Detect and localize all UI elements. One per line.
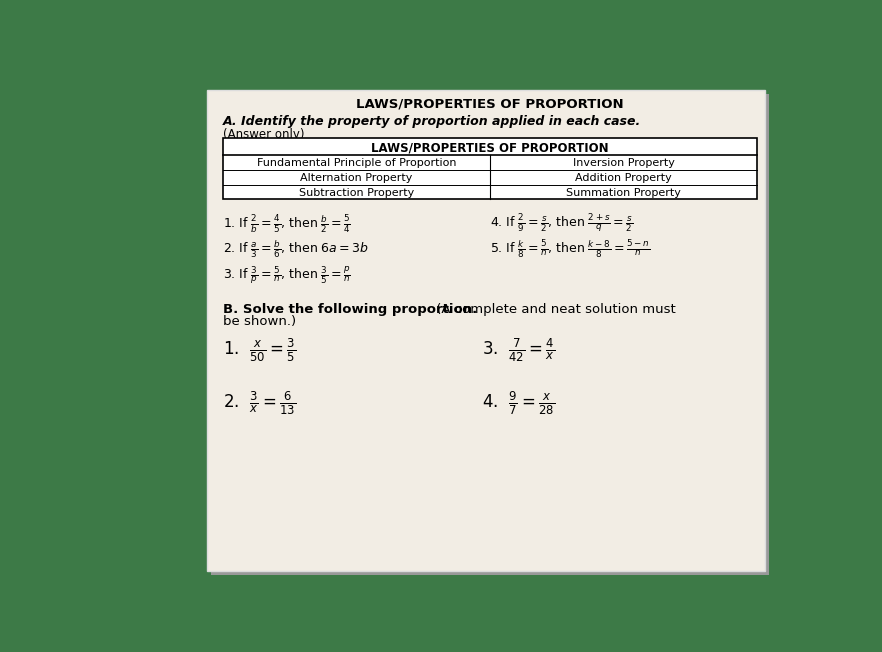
Text: 1.  $\frac{x}{50} = \frac{3}{5}$: 1. $\frac{x}{50} = \frac{3}{5}$ bbox=[222, 337, 295, 364]
Text: Summation Property: Summation Property bbox=[566, 188, 681, 198]
Text: 3. If $\frac{3}{p} = \frac{5}{n}$, then $\frac{3}{5} = \frac{p}{n}$: 3. If $\frac{3}{p} = \frac{5}{n}$, then … bbox=[222, 264, 350, 286]
Text: LAWS/PROPERTIES OF PROPORTION: LAWS/PROPERTIES OF PROPORTION bbox=[371, 141, 609, 154]
Text: 4.  $\frac{9}{7} = \frac{x}{28}$: 4. $\frac{9}{7} = \frac{x}{28}$ bbox=[482, 389, 556, 417]
Bar bbox=[222, 138, 758, 199]
Text: 2.  $\frac{3}{x} = \frac{6}{13}$: 2. $\frac{3}{x} = \frac{6}{13}$ bbox=[222, 389, 295, 417]
Text: 1. If $\frac{2}{b} = \frac{4}{5}$, then $\frac{b}{2} = \frac{5}{4}$: 1. If $\frac{2}{b} = \frac{4}{5}$, then … bbox=[222, 213, 350, 235]
Text: 3.  $\frac{7}{42} = \frac{4}{x}$: 3. $\frac{7}{42} = \frac{4}{x}$ bbox=[482, 337, 556, 364]
Text: Inversion Property: Inversion Property bbox=[572, 158, 675, 168]
Text: A. Identify the property of proportion applied in each case.: A. Identify the property of proportion a… bbox=[222, 115, 641, 128]
Text: LAWS/PROPERTIES OF PROPORTION: LAWS/PROPERTIES OF PROPORTION bbox=[356, 98, 624, 110]
Text: Subtraction Property: Subtraction Property bbox=[299, 188, 414, 198]
Text: Addition Property: Addition Property bbox=[575, 173, 672, 183]
Text: 4. If $\frac{2}{9} = \frac{s}{2}$, then $\frac{2+s}{q} = \frac{s}{2}$: 4. If $\frac{2}{9} = \frac{s}{2}$, then … bbox=[490, 213, 633, 235]
Text: Alternation Property: Alternation Property bbox=[300, 173, 413, 183]
Bar bbox=[211, 94, 769, 575]
Text: (Answer only): (Answer only) bbox=[222, 128, 304, 141]
Bar bbox=[207, 90, 765, 571]
Text: (A complete and neat solution must: (A complete and neat solution must bbox=[432, 303, 676, 316]
Text: be shown.): be shown.) bbox=[222, 316, 295, 329]
Text: Fundamental Principle of Proportion: Fundamental Principle of Proportion bbox=[257, 158, 456, 168]
Text: B. Solve the following proportion.: B. Solve the following proportion. bbox=[222, 303, 477, 316]
Text: 5. If $\frac{k}{8} = \frac{5}{n}$, then $\frac{k-8}{8} = \frac{5-n}{n}$: 5. If $\frac{k}{8} = \frac{5}{n}$, then … bbox=[490, 239, 650, 259]
Text: 2. If $\frac{a}{3} = \frac{b}{6}$, then $6a = 3b$: 2. If $\frac{a}{3} = \frac{b}{6}$, then … bbox=[222, 239, 369, 259]
